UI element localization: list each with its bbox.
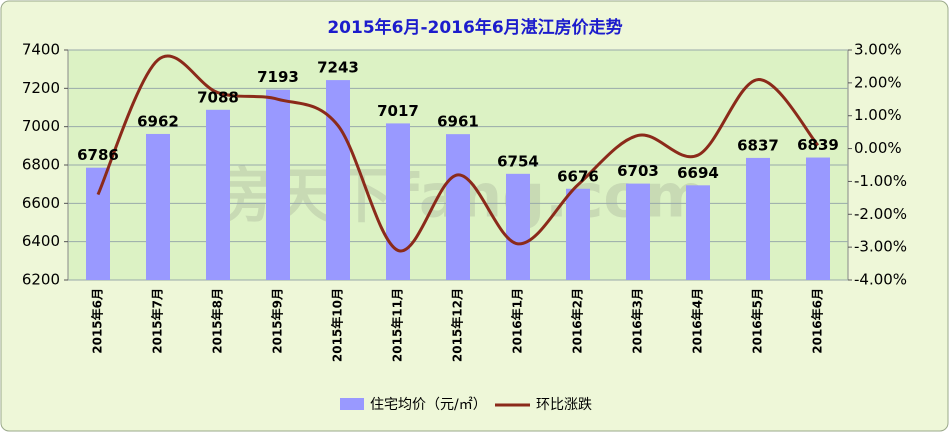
bar: [326, 80, 350, 280]
x-tick-label: 2015年11月: [390, 288, 405, 362]
x-tick-label: 2015年7月: [150, 288, 165, 354]
y2-tick-label: 3.00%: [854, 41, 902, 59]
legend-label: 环比涨跌: [536, 397, 592, 413]
y-tick-label: 7400: [22, 41, 60, 59]
data-label: 6839: [797, 136, 839, 154]
y2-tick-label: -1.00%: [854, 172, 907, 190]
bar: [806, 157, 830, 280]
data-label: 6786: [77, 146, 119, 164]
y2-tick-label: 2.00%: [854, 73, 902, 91]
y-tick-label: 7000: [22, 117, 60, 135]
data-label: 6694: [677, 164, 719, 182]
x-tick-label: 2015年10月: [330, 288, 345, 362]
x-tick-label: 2016年2月: [570, 288, 585, 354]
chart-title: 2015年6月-2016年6月湛江房价走势: [327, 17, 622, 38]
bar: [746, 157, 770, 280]
legend: 住宅均价（元/㎡） 环比涨跌: [340, 397, 592, 413]
y-tick-label: 6400: [22, 232, 60, 250]
legend-label: 住宅均价（元/㎡）: [370, 397, 487, 413]
x-tick-label: 2016年4月: [690, 288, 705, 354]
bar: [446, 134, 470, 280]
bar: [566, 188, 590, 280]
bar: [266, 89, 290, 280]
y-tick-label: 7200: [22, 79, 60, 97]
x-tick-label: 2016年3月: [630, 288, 645, 354]
line: [96, 54, 820, 253]
bar: [86, 167, 110, 280]
y2-tick-label: -3.00%: [854, 238, 907, 256]
data-label: 6962: [137, 112, 179, 130]
data-label: 6754: [497, 152, 539, 170]
data-label: 7088: [197, 88, 239, 106]
data-label: 7017: [377, 102, 419, 120]
bar: [686, 185, 710, 280]
x-tick-label: 2016年5月: [750, 288, 765, 354]
data-label: 7193: [257, 68, 299, 86]
y-tick-label: 6200: [22, 271, 60, 289]
bar: [206, 109, 230, 280]
x-tick-label: 2015年6月: [90, 288, 105, 354]
x-tick-label: 2015年9月: [270, 288, 285, 354]
bar: [506, 173, 530, 280]
bar: [626, 183, 650, 280]
data-label: 6961: [437, 113, 479, 131]
x-tick-label: 2015年8月: [210, 288, 225, 354]
data-label: 6837: [737, 136, 779, 154]
data-label: 7243: [317, 59, 359, 77]
data-label: 6676: [557, 167, 599, 185]
x-tick-label: 2016年1月: [510, 288, 525, 354]
x-tick-label: 2016年6月: [810, 288, 825, 354]
x-tick-label: 2015年12月: [450, 288, 465, 362]
bar: [146, 133, 170, 280]
data-label: 6703: [617, 162, 659, 180]
y-tick-label: 6600: [22, 194, 60, 212]
legend-swatch: [340, 398, 364, 410]
y2-tick-label: 1.00%: [854, 106, 902, 124]
y2-tick-label: -2.00%: [854, 205, 907, 223]
y2-tick-label: 0.00%: [854, 139, 902, 157]
bar: [386, 123, 410, 281]
y-tick-label: 6800: [22, 156, 60, 174]
y2-tick-label: -4.00%: [854, 271, 907, 289]
